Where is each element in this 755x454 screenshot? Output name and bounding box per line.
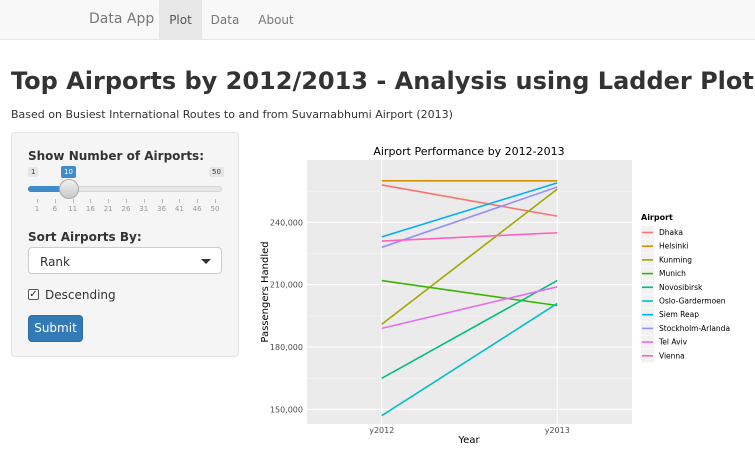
slider-tick-label: 36 (157, 205, 167, 213)
chart-title: Airport Performance by 2012-2013 (373, 145, 564, 158)
series-line-vienna (381, 231, 558, 242)
sort-label: Sort Airports By: (28, 230, 142, 244)
app-brand[interactable]: Data App (89, 11, 155, 27)
sidebar-panel (11, 132, 239, 357)
slider-fill (28, 186, 69, 192)
slider-tick (37, 199, 38, 203)
legend-label: Kunming (659, 255, 692, 264)
slider-tick (161, 199, 163, 203)
legend-label: Novosibirsk (659, 283, 703, 292)
page-title: Top Airports by 2012/2013 - Analysis usi… (11, 67, 754, 95)
tab-data[interactable]: Data (210, 13, 240, 27)
tab-plot[interactable]: Plot (159, 0, 202, 40)
x-tick-labels: y2012 y2013 (369, 426, 570, 435)
grid-lines (307, 160, 632, 424)
legend-label: Vienna (659, 351, 685, 360)
slider-tick (90, 199, 92, 203)
slider-tick-label: 31 (139, 205, 149, 213)
legend-label: Helsinki (659, 242, 689, 251)
legend-title: Airport (641, 213, 673, 222)
legend-label: Munich (659, 269, 686, 278)
slider-tick-label: 21 (103, 205, 113, 213)
x-axis-label: Year (457, 435, 480, 446)
series-line-kunming (381, 188, 558, 325)
y-tick-label: 210,000 (270, 281, 303, 290)
series-line-novosibirsk (381, 279, 558, 379)
slider-tick-label: 11 (68, 205, 78, 213)
legend-label: Oslo-Gardermoen (659, 297, 726, 306)
slider-tick (197, 199, 199, 203)
plot-panel (307, 160, 632, 424)
slider-max-label: 50 (209, 167, 224, 177)
slider-tick-label: 50 (210, 205, 220, 213)
series-line-siem-reap (381, 182, 558, 238)
series-line-tel-aviv (381, 286, 558, 330)
sort-select[interactable]: Rank (28, 247, 222, 274)
series-lines (381, 179, 558, 417)
slider-tick (143, 199, 145, 203)
page-subtitle: Based on Busiest International Routes to… (11, 108, 453, 121)
legend-label: Dhaka (659, 228, 683, 237)
sort-select-value: Rank (40, 255, 70, 269)
descending-checkbox[interactable]: ✓ (28, 289, 39, 300)
slider-tick-label: 26 (121, 205, 131, 213)
y-tick-label: 180,000 (270, 343, 303, 352)
x-tick-label: y2012 (369, 426, 394, 435)
y-tick-labels: 150,000 180,000 210,000 240,000 (270, 218, 303, 414)
legend-label: Tel Aviv (658, 338, 688, 347)
slider-value-label: 10 (61, 166, 76, 178)
slider-tick-label: 16 (85, 205, 95, 213)
slider-tick (126, 199, 127, 203)
y-axis-label: Passengers Handled (260, 241, 271, 342)
slider-tick (54, 199, 56, 203)
series-line-munich (381, 279, 558, 307)
legend-label: Siem Reap (659, 310, 699, 319)
slider-label: Show Number of Airports: (28, 149, 204, 163)
slider-tick (72, 199, 74, 203)
legend-label: Stockholm-Arlanda (659, 324, 730, 333)
slider-tick (108, 199, 110, 203)
slider-tick-label: 41 (174, 205, 184, 213)
tab-about[interactable]: About (258, 13, 294, 27)
submit-button[interactable]: Submit (28, 315, 83, 342)
navbar: Data App Plot Data About (0, 0, 755, 40)
slider-tick-label: 1 (34, 205, 40, 213)
slider-tick (215, 199, 216, 203)
slider-tick (179, 199, 181, 203)
legend: Dhaka Helsinki Kunming Munich Novosibirsk Osl… (641, 226, 730, 363)
chevron-down-icon (201, 259, 211, 264)
series-line-stockholm-arlanda (381, 186, 558, 249)
slider-handle[interactable] (59, 179, 79, 199)
x-tick-label: y2013 (545, 426, 570, 435)
y-tick-label: 240,000 (270, 218, 303, 227)
slider-tick-label: 6 (52, 205, 58, 213)
slider-tick-label: 46 (192, 205, 202, 213)
descending-label: Descending (45, 288, 116, 302)
series-line-oslo-gardermoen (381, 302, 558, 417)
y-tick-label: 150,000 (270, 405, 303, 414)
slider-min-label: 1 (28, 167, 39, 177)
